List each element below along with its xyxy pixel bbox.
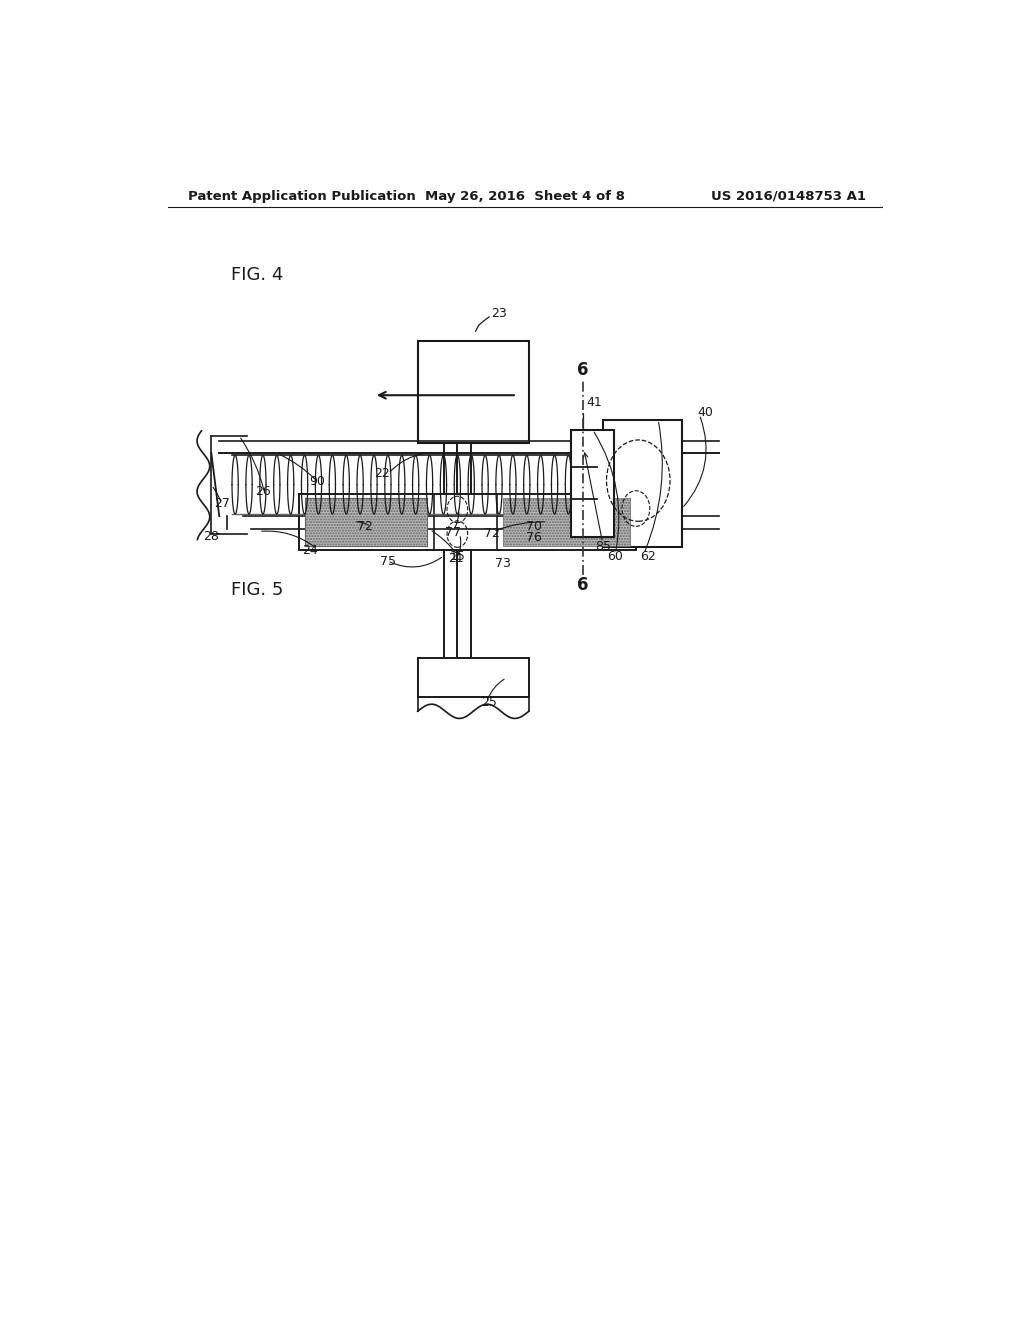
- Bar: [602, 420, 682, 546]
- Text: 62: 62: [640, 550, 655, 564]
- Text: 22: 22: [374, 467, 390, 480]
- Text: FIG. 5: FIG. 5: [231, 581, 284, 599]
- Text: 28: 28: [204, 531, 219, 543]
- Text: 85: 85: [595, 540, 610, 553]
- Bar: [299, 494, 636, 549]
- Text: 41: 41: [587, 396, 602, 409]
- Bar: [305, 498, 427, 545]
- Text: 73: 73: [495, 557, 511, 570]
- Text: 90: 90: [309, 475, 325, 488]
- Text: US 2016/0148753 A1: US 2016/0148753 A1: [711, 190, 866, 202]
- Text: 27: 27: [214, 498, 229, 511]
- Bar: [504, 498, 630, 545]
- Text: May 26, 2016  Sheet 4 of 8: May 26, 2016 Sheet 4 of 8: [425, 190, 625, 202]
- Text: 6: 6: [577, 360, 589, 379]
- Text: 25: 25: [481, 696, 497, 709]
- Text: 60: 60: [607, 550, 624, 564]
- Text: Patent Application Publication: Patent Application Publication: [187, 190, 416, 202]
- Text: 77: 77: [445, 525, 462, 539]
- Text: FIG. 4: FIG. 4: [231, 267, 284, 284]
- Text: 6: 6: [577, 577, 589, 594]
- Text: 23: 23: [492, 308, 507, 321]
- Text: 72: 72: [483, 527, 500, 540]
- Text: 26: 26: [255, 486, 270, 498]
- Bar: [305, 498, 427, 545]
- Text: 24: 24: [303, 544, 318, 557]
- Bar: [570, 430, 614, 536]
- Text: 76: 76: [526, 531, 543, 544]
- Text: 72: 72: [356, 520, 373, 533]
- Text: 75: 75: [380, 556, 395, 569]
- Text: 21: 21: [449, 552, 464, 565]
- Bar: [418, 659, 528, 697]
- Text: 70: 70: [526, 520, 543, 533]
- Bar: [418, 342, 528, 444]
- Text: 40: 40: [697, 407, 714, 418]
- Text: 15: 15: [450, 550, 465, 564]
